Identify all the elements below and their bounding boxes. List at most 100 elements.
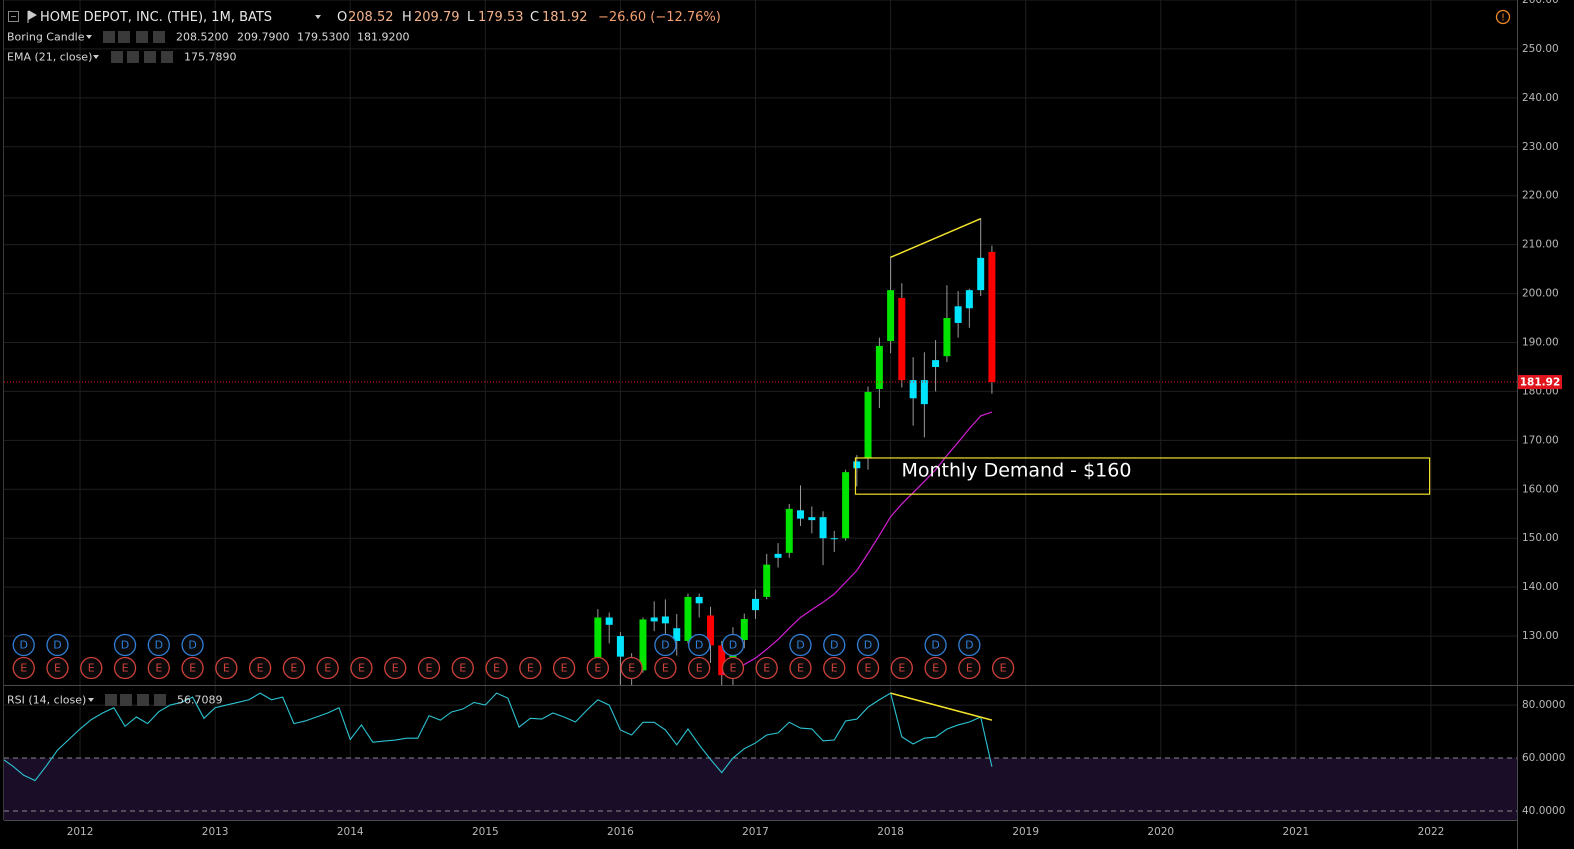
earnings-marker [316, 656, 339, 680]
source-button[interactable] [144, 51, 156, 63]
source-button[interactable] [136, 31, 148, 43]
y-tick-label: 60.0000 [1522, 752, 1565, 764]
earnings-marker-label: E [898, 662, 905, 675]
settings-button[interactable] [120, 694, 132, 706]
candle-body [887, 290, 895, 342]
earnings-marker [721, 656, 745, 680]
dividend-marker-label: D [695, 639, 703, 652]
eye-button[interactable] [111, 51, 123, 63]
earnings-marker-label: E [561, 662, 568, 675]
x-tick-label: 2013 [202, 826, 229, 838]
ohlc-value: 208.52 [348, 10, 394, 25]
earnings-marker-label: E [459, 662, 466, 675]
y-tick-label: 80.0000 [1522, 699, 1565, 711]
dropdown[interactable] [93, 55, 99, 59]
ohlc-label: H [402, 10, 412, 25]
earnings-marker-label: E [932, 662, 939, 675]
x-tick-label: 2012 [67, 826, 94, 838]
dividend-marker-label: D [53, 639, 61, 652]
candle-body [875, 345, 883, 389]
alert-icon[interactable] [1495, 9, 1511, 25]
indicator-value: 56.7089 [177, 694, 223, 707]
indicator-name[interactable]: RSI (14, close) [7, 694, 86, 707]
eye-button[interactable] [105, 694, 117, 706]
dropdown[interactable] [315, 15, 321, 19]
trendline [890, 692, 993, 721]
earnings-marker [586, 656, 610, 680]
earnings-marker [654, 656, 677, 680]
dividend-marker [181, 633, 204, 657]
y-tick-label: 250.00 [1522, 43, 1559, 55]
earnings-marker-label: E [831, 662, 838, 675]
ohlc-value: 181.92 [542, 10, 588, 25]
earnings-marker-label: E [527, 662, 534, 675]
earnings-marker-label: E [493, 662, 500, 675]
x-tick-label: 2016 [607, 826, 634, 838]
earnings-marker-label: E [865, 662, 872, 675]
earnings-marker-label: E [797, 662, 804, 675]
earnings-marker-label: E [155, 662, 162, 675]
earnings-marker [890, 656, 913, 680]
dividend-marker-label: D [931, 639, 939, 652]
symbol-title[interactable]: HOME DEPOT, INC. (THE), 1M, BATS [40, 10, 272, 25]
earnings-marker-label: E [729, 662, 736, 675]
dividend-marker [147, 633, 170, 657]
candle-body [932, 360, 940, 367]
dropdown[interactable] [88, 698, 94, 702]
candle-body [718, 645, 726, 676]
dividend-marker [721, 633, 745, 657]
dividend-marker-label: D [19, 639, 27, 652]
ohlc-value: 209.79 [414, 10, 460, 25]
y-tick-label: 200.00 [1522, 288, 1559, 300]
ohlc-label: O [337, 10, 347, 25]
ohlc-value: 179.53 [478, 10, 524, 25]
candle-body [661, 616, 669, 624]
candle-body [740, 618, 748, 640]
dividend-marker-label: D [121, 639, 129, 652]
indicator-name[interactable]: EMA (21, close) [7, 51, 92, 64]
indicator-value: 179.5300 [297, 31, 350, 44]
x-tick-label: 2017 [742, 826, 769, 838]
remove-button[interactable] [153, 31, 165, 43]
remove-button[interactable] [161, 51, 173, 63]
earnings-marker-label: E [122, 662, 129, 675]
last-price-label: 181.92 [1520, 377, 1561, 389]
indicator-name[interactable]: Boring Candle [7, 31, 85, 44]
dividend-marker [12, 633, 35, 657]
earnings-marker [12, 656, 35, 680]
candle-body [954, 306, 962, 323]
earnings-marker-label: E [54, 662, 61, 675]
x-tick-label: 2022 [1418, 826, 1445, 838]
candle-body [943, 318, 951, 357]
dividend-marker [823, 633, 846, 657]
candle-body [920, 380, 928, 405]
source-button[interactable] [137, 694, 149, 706]
x-tick-label: 2020 [1147, 826, 1174, 838]
dividend-marker-label: D [965, 639, 973, 652]
y-tick-label: 240.00 [1522, 92, 1559, 104]
dividend-marker-label: D [729, 639, 737, 652]
dividend-marker [113, 633, 137, 657]
settings-button[interactable] [118, 31, 130, 43]
candle-body [842, 472, 850, 539]
remove-button[interactable] [154, 694, 166, 706]
candle-body [965, 290, 973, 309]
eye-button[interactable] [103, 31, 115, 43]
dropdown[interactable] [86, 35, 92, 39]
candle-body [909, 380, 917, 399]
x-tick-label: 2018 [877, 826, 904, 838]
candle-body [864, 391, 872, 458]
ohlc-label: L [467, 10, 475, 25]
collapse-button[interactable] [8, 11, 19, 22]
earnings-marker-label: E [20, 662, 27, 675]
legend: HOME DEPOT, INC. (THE), 1M, BATS O 208.5… [7, 9, 1511, 707]
y-tick-label: 140.00 [1522, 581, 1559, 593]
y-tick-label: 190.00 [1522, 337, 1559, 349]
settings-button[interactable] [127, 51, 139, 63]
dividend-marker-label: D [661, 639, 669, 652]
candle-body [898, 297, 906, 381]
earnings-marker-label: E [358, 662, 365, 675]
candle-body [785, 508, 793, 553]
